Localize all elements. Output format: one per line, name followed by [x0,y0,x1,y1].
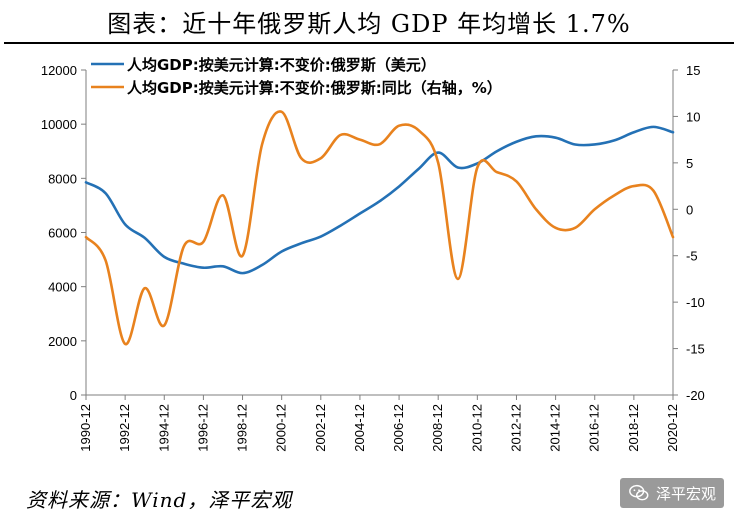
y-left-tick-label: 0 [70,388,77,403]
x-tick-label: 2004-12 [352,404,367,452]
y-right-tick-label: 10 [686,109,700,124]
chart-title: 图表：近十年俄罗斯人均 GDP 年均增长 1.7% [107,10,631,38]
x-tick-label: 2002-12 [313,404,328,452]
x-tick-label: 2014-12 [548,404,563,452]
y-right-tick-label: -5 [686,249,698,264]
x-tick-label: 2012-12 [508,404,523,452]
y-left-tick-label: 12000 [41,63,77,78]
y-right-tick-label: -20 [686,388,705,403]
y-right-tick-label: 15 [686,63,700,78]
series-line-yoy-growth [84,110,675,346]
x-tick-label: 1996-12 [195,404,210,452]
y-left-tick-label: 10000 [41,117,77,132]
x-tick-label: 2010-12 [469,404,484,452]
legend-label: 人均GDP:按美元计算:不变价:俄罗斯:同比（右轴，%） [127,79,502,97]
legend: 人均GDP:按美元计算:不变价:俄罗斯（美元） 人均GDP:按美元计算:不变价:俄… [91,56,502,97]
watermark: 泽平宏观 [619,478,724,508]
x-tick-label: 1990-12 [78,404,93,452]
x-tick-label: 2020-12 [665,404,680,452]
y-right-tick-label: 5 [686,156,693,171]
axes: 0 2000 4000 6000 8000 10000 12000 -20 -15 -10 -5 0 5… [41,63,705,452]
x-tick-label: 2008-12 [430,404,445,452]
source-note: 资料来源：Wind，泽平宏观 [26,488,293,512]
y-left-tick-label: 6000 [48,226,77,241]
watermark-text: 泽平宏观 [655,484,716,503]
legend-label: 人均GDP:按美元计算:不变价:俄罗斯（美元） [127,56,436,74]
y-right-tick-label: -15 [686,342,705,357]
y-left-tick-label: 4000 [48,280,77,295]
y-right-tick-label: -10 [686,295,705,310]
series-lines [84,110,675,346]
x-tick-label: 2000-12 [274,404,289,452]
x-tick-label: 1992-12 [117,404,132,452]
x-tick-label: 1998-12 [235,404,250,452]
x-tick-label: 2016-12 [587,404,602,452]
x-tick-label: 2018-12 [626,404,641,452]
x-tick-label: 1994-12 [156,404,171,452]
series-line-gdp-per-capita [84,125,675,275]
y-left-tick-label: 8000 [48,171,77,186]
x-tick-label: 2006-12 [391,404,406,452]
y-left-tick-label: 2000 [48,334,77,349]
title-divider [4,42,734,44]
y-right-tick-label: 0 [686,202,693,217]
wechat-icon [629,484,649,501]
